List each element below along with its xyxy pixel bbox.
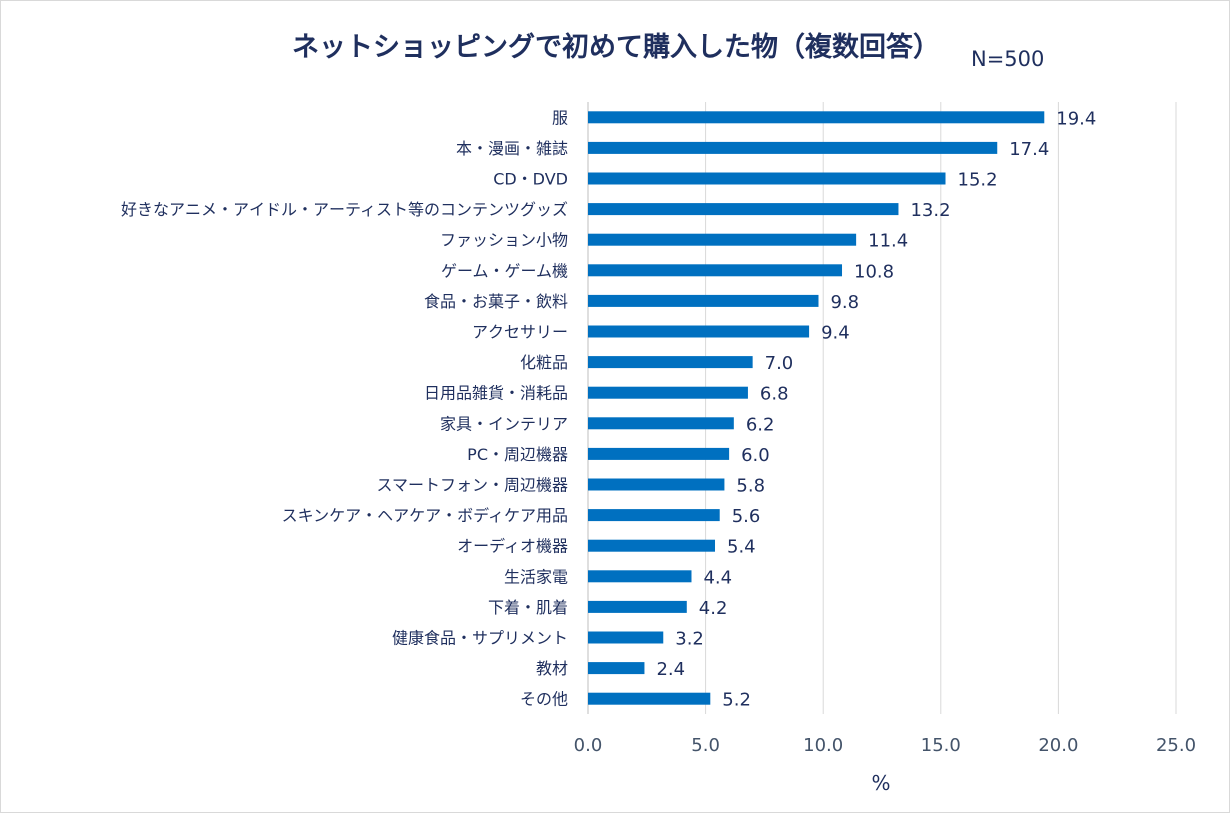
value-label: 9.8 (830, 292, 859, 313)
bar (588, 509, 720, 522)
category-label: 好きなアニメ・アイドル・アーティスト等のコンテンツグッズ (121, 200, 568, 219)
value-label: 5.4 (727, 537, 756, 558)
category-label: 食品・お菓子・飲料 (424, 292, 568, 311)
x-tick-label: 20.0 (1038, 735, 1078, 756)
value-label: 10.8 (854, 261, 894, 282)
value-label: 5.6 (732, 506, 761, 527)
value-label: 6.0 (741, 445, 770, 466)
bar (588, 141, 998, 154)
category-label: 下着・肌着 (488, 598, 568, 617)
category-label: 本・漫画・雑誌 (456, 139, 568, 158)
bar (588, 172, 946, 185)
value-label: 15.2 (958, 170, 998, 191)
value-label: 11.4 (868, 231, 908, 252)
bar (588, 478, 725, 491)
category-label: 化粧品 (520, 353, 568, 372)
bar (588, 692, 711, 705)
value-label: 4.2 (699, 598, 728, 619)
category-label: 生活家電 (504, 567, 568, 586)
bar (588, 539, 716, 552)
x-tick-label: 15.0 (921, 735, 961, 756)
value-label: 6.2 (746, 414, 775, 435)
category-label: PC・周辺機器 (467, 445, 568, 464)
value-label: 6.8 (760, 384, 789, 405)
value-label: 5.8 (736, 476, 765, 497)
category-label: スマートフォン・周辺機器 (376, 476, 568, 495)
value-label: 4.4 (703, 567, 732, 588)
bar (588, 264, 843, 277)
category-label: その他 (520, 690, 568, 709)
category-label: 服 (552, 108, 568, 127)
category-label: 教材 (536, 659, 568, 678)
x-tick-label: 10.0 (803, 735, 843, 756)
value-label: 2.4 (656, 659, 685, 680)
x-tick-label: 0.0 (574, 735, 603, 756)
sample-size: N=500 (971, 47, 1045, 71)
value-label: 5.2 (722, 690, 751, 711)
bar (588, 356, 753, 369)
x-tick-label: 5.0 (691, 735, 720, 756)
category-label: スキンケア・ヘアケア・ボディケア用品 (282, 506, 568, 525)
bar (588, 600, 687, 613)
x-axis-label: % (871, 771, 890, 795)
chart-title: ネットショッピングで初めて購入した物（複数回答） (292, 32, 940, 63)
category-label: ファッション小物 (440, 231, 568, 250)
value-label: 9.4 (821, 323, 850, 344)
bar (588, 570, 692, 583)
category-label: CD・DVD (493, 170, 568, 189)
bar (588, 447, 730, 460)
bar (588, 631, 664, 644)
bar (588, 662, 645, 675)
bar (588, 386, 748, 399)
bar (588, 203, 899, 216)
category-label: オーディオ機器 (457, 537, 568, 556)
bar (588, 111, 1045, 124)
value-label: 7.0 (765, 353, 794, 374)
value-label: 17.4 (1009, 139, 1049, 160)
value-label: 19.4 (1056, 108, 1096, 129)
category-label: アクセサリー (472, 323, 568, 342)
x-tick-label: 25.0 (1156, 735, 1196, 756)
category-label: 日用品雑貨・消耗品 (424, 384, 568, 403)
bar (588, 294, 819, 307)
value-label: 3.2 (675, 629, 704, 650)
category-label: 健康食品・サプリメント (392, 629, 568, 648)
bar (588, 233, 857, 246)
bar (588, 417, 734, 430)
category-label: ゲーム・ゲーム機 (441, 261, 568, 280)
category-label: 家具・インテリア (440, 414, 568, 433)
bar (588, 325, 810, 338)
value-label: 13.2 (910, 200, 950, 221)
